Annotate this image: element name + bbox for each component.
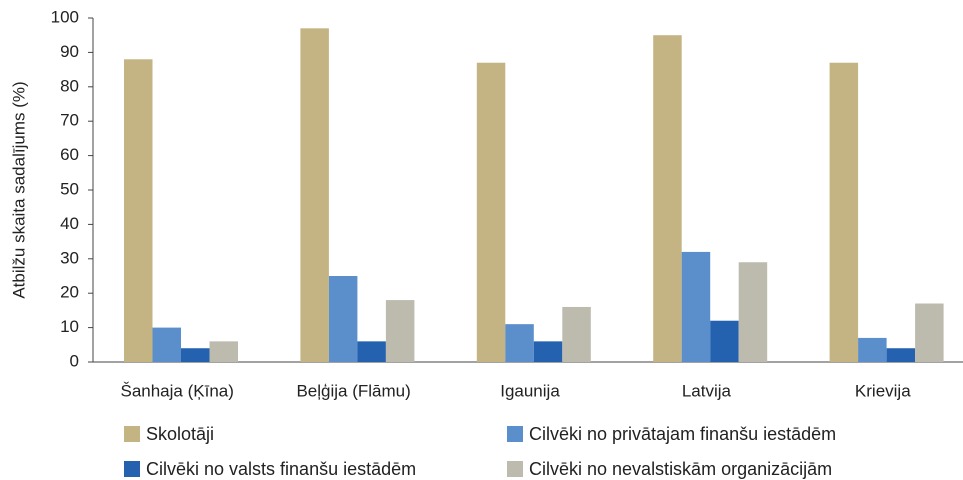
bar <box>562 306 591 362</box>
bar <box>300 28 329 362</box>
legend-swatch <box>124 426 140 442</box>
x-tick-label: Krievija <box>855 381 911 400</box>
bar <box>653 35 682 362</box>
x-tick-label: Šanhaja (Ķīna) <box>120 381 233 400</box>
legend-label: Cilvēki no nevalstiskām organizācijām <box>529 459 832 479</box>
y-tick-label: 10 <box>60 317 79 336</box>
bar <box>181 348 210 362</box>
bar <box>886 348 916 362</box>
bar <box>738 262 768 362</box>
y-tick-label: 70 <box>60 111 79 130</box>
y-tick-label: 60 <box>60 145 79 164</box>
x-tick-label: Beļģija (Flāmu) <box>296 381 410 400</box>
legend-label: Cilvēki no valsts finanšu iestādēm <box>146 459 416 479</box>
bar <box>710 320 739 362</box>
bar <box>385 300 415 362</box>
y-tick-label: 90 <box>60 42 79 61</box>
y-axis-label: Atbilžu skaita sadalījums (%) <box>9 81 28 298</box>
y-tick-label: 80 <box>60 76 79 95</box>
y-tick-label: 40 <box>60 214 79 233</box>
y-tick-label: 0 <box>70 351 79 370</box>
legend-label: Skolotāji <box>146 424 214 444</box>
bar <box>152 327 181 362</box>
bar <box>124 59 153 362</box>
bar <box>681 251 711 362</box>
bar <box>505 324 534 362</box>
legend-swatch <box>507 426 523 442</box>
legend-label: Cilvēki no privātajam finanšu iestādēm <box>529 424 836 444</box>
y-tick-label: 30 <box>60 248 79 267</box>
legend-swatch <box>124 461 140 477</box>
legend-swatch <box>507 461 523 477</box>
bar <box>915 303 944 362</box>
x-tick-label: Igaunija <box>500 381 560 400</box>
bar <box>858 337 887 362</box>
bar <box>533 341 563 362</box>
x-tick-label: Latvija <box>682 381 732 400</box>
y-tick-label: 50 <box>60 179 79 198</box>
y-tick-label: 100 <box>51 7 79 26</box>
bar <box>357 341 386 362</box>
y-tick-label: 20 <box>60 283 79 302</box>
bar <box>829 62 859 362</box>
bar <box>209 341 238 362</box>
bar <box>328 276 358 362</box>
bar <box>476 62 506 362</box>
